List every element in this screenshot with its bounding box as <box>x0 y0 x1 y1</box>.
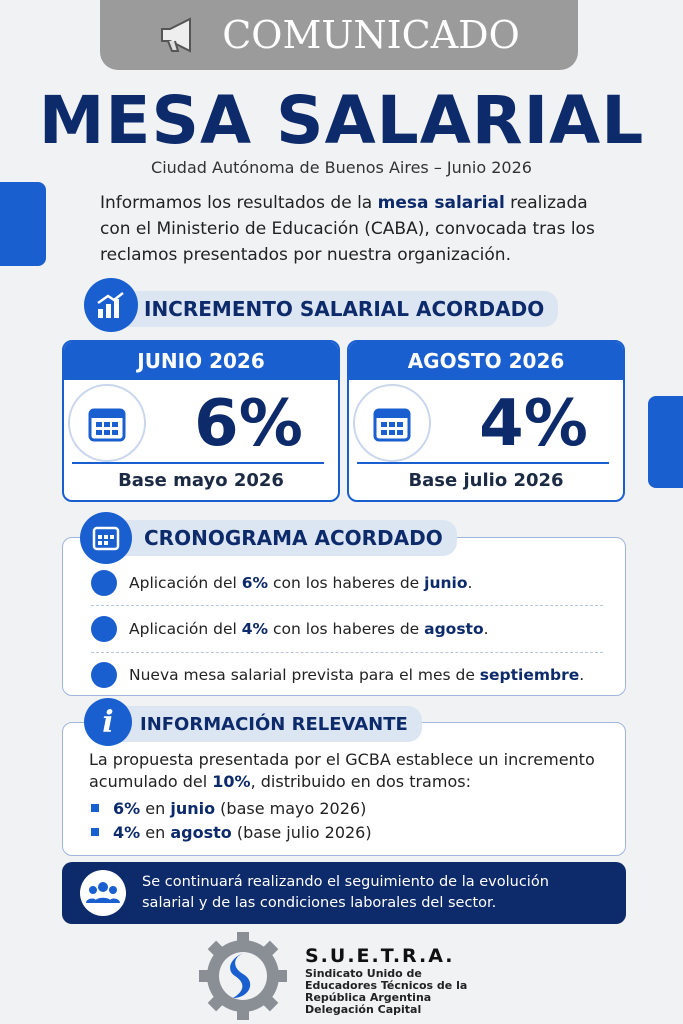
text-bold: 6% <box>113 799 141 818</box>
card-value: 6% <box>194 387 303 461</box>
icon-glyph <box>97 292 124 318</box>
title: MESA SALARIAL <box>38 82 645 159</box>
card-base: Base julio 2026 <box>408 470 564 491</box>
schedule-item: Nueva mesa salarial prevista para el mes… <box>91 652 605 698</box>
text-bold: 6% <box>241 574 269 592</box>
logo-gear <box>199 932 287 1020</box>
people-icon <box>80 870 126 916</box>
text: (base mayo 2026) <box>215 799 367 818</box>
card-month: AGOSTO 2026 <box>349 342 623 380</box>
info-text: La propuesta presentada por el GCBA esta… <box>89 749 599 793</box>
megaphone-icon <box>161 17 192 53</box>
text: (base julio 2026) <box>231 823 372 842</box>
check-icon <box>91 616 117 642</box>
increment-card: AGOSTO 2026 4% Base julio 2026 <box>347 340 625 502</box>
heading-text: CRONOGRAMA ACORDADO <box>144 526 443 550</box>
card-value: 4% <box>479 387 588 461</box>
info-bullet: 6% en junio (base mayo 2026) <box>63 799 625 818</box>
text: Aplicación del <box>129 574 242 592</box>
separator <box>91 652 603 653</box>
item-text: Nueva mesa salarial prevista para el mes… <box>129 666 584 684</box>
info-icon: i <box>84 698 132 746</box>
decor-tab <box>0 182 46 266</box>
text: Aplicación del <box>129 620 242 638</box>
check-icon <box>91 662 117 688</box>
card-base: Base mayo 2026 <box>118 470 284 491</box>
org-name: S.U.E.T.R.A. <box>305 945 455 967</box>
banner-text: COMUNICADO <box>222 13 520 57</box>
org-line: Educadores Técnicos de la <box>305 979 468 992</box>
text: con los haberes de <box>268 620 425 638</box>
text: Informamos los resultados de la <box>100 193 378 213</box>
info-box: La propuesta presentada por el GCBA esta… <box>62 722 626 856</box>
text: . <box>483 620 489 638</box>
text-bold: agosto <box>170 823 232 842</box>
icon-glyph <box>86 882 120 903</box>
bullet-marker <box>91 804 99 812</box>
calendar-icon <box>68 384 146 462</box>
org-line: Sindicato Unido de <box>305 967 422 980</box>
calendar-icon <box>80 512 132 564</box>
schedule-item: Aplicación del 6% con los haberes de jun… <box>91 560 605 606</box>
section-heading: CRONOGRAMA ACORDADO <box>120 520 457 556</box>
text: en <box>140 799 171 818</box>
separator <box>91 605 603 606</box>
decor-tab <box>648 396 683 488</box>
text-bold: agosto <box>424 620 484 638</box>
chart-icon <box>84 278 138 332</box>
heading-text: INCREMENTO SALARIAL ACORDADO <box>144 297 545 321</box>
text-bold: 10% <box>212 772 251 791</box>
text: con los haberes de <box>268 574 425 592</box>
schedule-box: Aplicación del 6% con los haberes de jun… <box>62 537 626 696</box>
bullet-marker <box>91 828 99 836</box>
text: La propuesta presentada por el GCBA esta… <box>89 750 595 791</box>
schedule-item: Aplicación del 4% con los haberes de ago… <box>91 606 605 652</box>
text-bold: 4% <box>241 620 269 638</box>
org-line: República Argentina <box>305 991 432 1004</box>
icon-glyph <box>373 408 411 442</box>
increment-card: JUNIO 2026 6% Base mayo 2026 <box>62 340 340 502</box>
item-text: Aplicación del 6% con los haberes de jun… <box>129 574 472 592</box>
divider <box>72 462 324 464</box>
text: , distribuido en dos tramos: <box>250 772 471 791</box>
note-text: Se continuará realizando el seguimiento … <box>142 874 549 911</box>
heading-text: INFORMACIÓN RELEVANTE <box>140 713 408 735</box>
note-box: Se continuará realizando el seguimiento … <box>62 862 626 924</box>
section-heading: INFORMACIÓN RELEVANTE <box>116 706 422 742</box>
text-bold: junio <box>170 799 216 818</box>
org-lines: Sindicato Unido de Educadores Técnicos d… <box>305 968 467 1016</box>
calendar-icon <box>353 384 431 462</box>
check-icon <box>91 570 117 596</box>
icon-glyph <box>92 526 120 551</box>
divider <box>357 462 609 464</box>
info-bullet: 4% en agosto (base julio 2026) <box>63 823 625 842</box>
text: realizada con el Ministerio de Educación… <box>100 193 595 265</box>
section-heading: INCREMENTO SALARIAL ACORDADO <box>120 291 559 327</box>
text: . <box>467 574 473 592</box>
item-text: Aplicación del 4% con los haberes de ago… <box>129 620 489 638</box>
banner: COMUNICADO <box>100 0 578 70</box>
text: . <box>579 666 585 684</box>
text-bold: mesa salarial <box>377 193 505 213</box>
org-line: Delegación Capital <box>305 1003 422 1016</box>
text-bold: septiembre <box>479 666 580 684</box>
card-month: JUNIO 2026 <box>64 342 338 380</box>
text: en <box>140 823 171 842</box>
text-bold: junio <box>424 574 468 592</box>
subtitle: Ciudad Autónoma de Buenos Aires – Junio … <box>151 158 532 177</box>
text: Nueva mesa salarial prevista para el mes… <box>129 666 480 684</box>
intro: Informamos los resultados de la mesa sal… <box>100 190 600 268</box>
icon-glyph <box>88 408 126 442</box>
text-bold: 4% <box>113 823 141 842</box>
